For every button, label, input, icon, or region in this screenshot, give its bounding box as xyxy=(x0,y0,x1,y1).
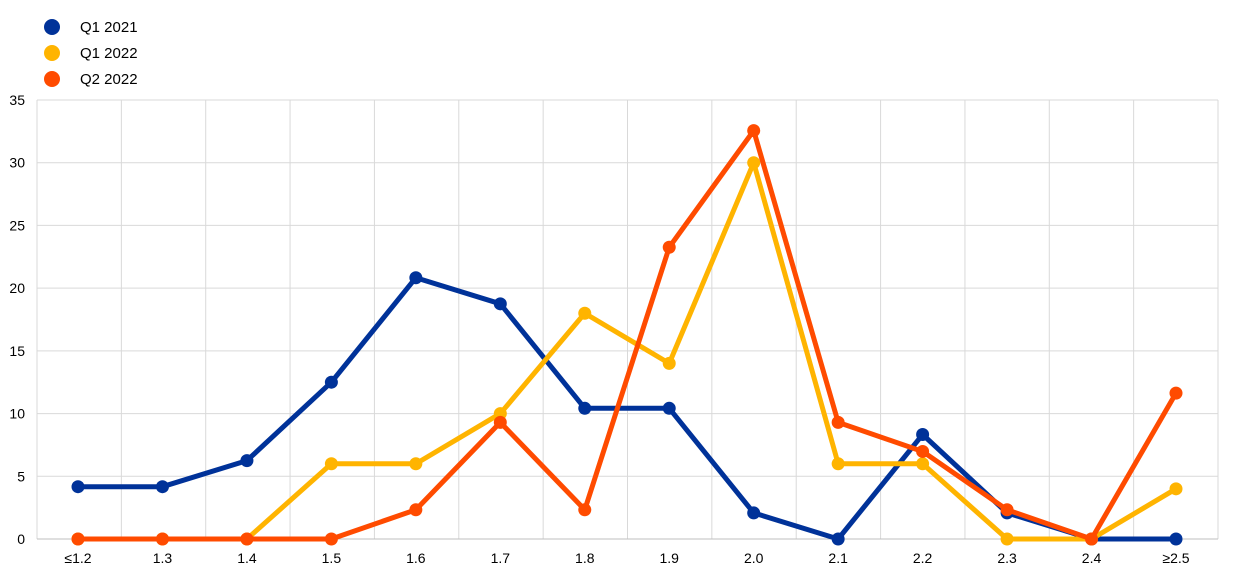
data-point xyxy=(831,457,845,471)
data-point xyxy=(578,401,592,415)
y-tick-label: 30 xyxy=(9,155,25,171)
series-line xyxy=(78,160,1178,542)
data-point xyxy=(831,415,845,429)
data-point xyxy=(71,480,85,494)
series-line xyxy=(78,128,1179,542)
data-point xyxy=(71,532,85,546)
legend-marker-icon xyxy=(44,71,60,87)
legend-label: Q1 2021 xyxy=(80,18,138,36)
data-point xyxy=(155,532,169,546)
legend-marker-icon xyxy=(44,19,60,35)
y-tick-label: 20 xyxy=(9,280,25,296)
x-tick-label: 1.6 xyxy=(406,550,426,566)
legend-label: Q1 2022 xyxy=(80,44,138,62)
data-point xyxy=(409,271,423,285)
data-point xyxy=(916,457,930,471)
x-tick-label: 1.4 xyxy=(237,550,257,566)
x-tick-label: 1.7 xyxy=(491,550,511,566)
data-point xyxy=(324,457,338,471)
data-point xyxy=(1085,532,1099,546)
data-point xyxy=(662,401,676,415)
data-point xyxy=(409,457,423,471)
x-tick-label: 2.3 xyxy=(997,550,1017,566)
data-point xyxy=(324,532,338,546)
data-point xyxy=(747,506,761,520)
legend: Q1 2021 Q1 2022 Q2 2022 xyxy=(44,14,138,92)
data-point xyxy=(155,480,169,494)
x-tick-label: 1.9 xyxy=(659,550,679,566)
data-point xyxy=(409,503,423,517)
data-point xyxy=(578,503,592,517)
data-point xyxy=(831,532,845,546)
data-point xyxy=(1169,386,1183,400)
y-tick-label: 15 xyxy=(9,343,25,359)
legend-item: Q1 2022 xyxy=(44,40,138,66)
data-point xyxy=(747,156,761,170)
x-tick-label: 2.1 xyxy=(828,550,848,566)
data-point xyxy=(324,375,338,389)
legend-marker-icon xyxy=(44,45,60,61)
data-point xyxy=(1169,532,1183,546)
data-point xyxy=(662,240,676,254)
data-point xyxy=(1169,482,1183,496)
y-tick-label: 10 xyxy=(9,406,25,422)
data-point xyxy=(916,444,930,458)
x-tick-label: 2.2 xyxy=(913,550,933,566)
data-point xyxy=(578,306,592,320)
data-point xyxy=(240,532,254,546)
y-tick-label: 5 xyxy=(17,468,25,484)
x-tick-label: ≥2.5 xyxy=(1162,550,1189,566)
data-point xyxy=(493,415,507,429)
data-point xyxy=(1000,532,1014,546)
data-point xyxy=(493,297,507,311)
x-tick-label: 1.5 xyxy=(322,550,342,566)
data-point xyxy=(916,428,930,442)
data-point xyxy=(240,454,254,468)
y-tick-label: 35 xyxy=(9,92,25,108)
y-tick-label: 0 xyxy=(17,531,25,547)
x-tick-label: 2.4 xyxy=(1082,550,1102,566)
x-tick-label: ≤1.2 xyxy=(64,550,91,566)
data-point xyxy=(747,124,761,138)
legend-label: Q2 2022 xyxy=(80,70,138,88)
x-tick-label: 1.3 xyxy=(153,550,173,566)
x-tick-label: 1.8 xyxy=(575,550,595,566)
x-tick-label: 2.0 xyxy=(744,550,764,566)
data-point xyxy=(662,356,676,370)
data-point xyxy=(1000,503,1014,517)
legend-item: Q2 2022 xyxy=(44,66,138,92)
legend-item: Q1 2021 xyxy=(44,14,138,40)
y-tick-label: 25 xyxy=(9,217,25,233)
